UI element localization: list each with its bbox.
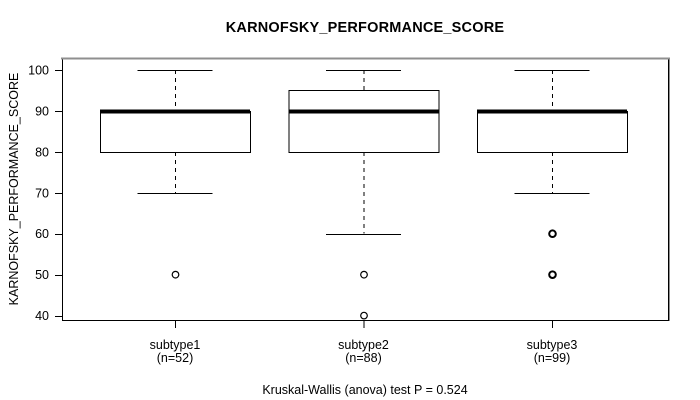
outlier-point	[548, 229, 557, 239]
outlier-point	[548, 270, 557, 279]
group-sublabel: (n=99)	[534, 351, 570, 365]
box	[100, 111, 251, 153]
y-tick-label: 60	[35, 227, 49, 241]
y-tick-label: 70	[35, 186, 49, 200]
group-sublabel: (n=88)	[345, 351, 381, 365]
y-tick-label: 40	[35, 309, 49, 323]
y-tick-label: 80	[35, 145, 49, 159]
group-sublabel: (n=52)	[157, 351, 193, 365]
y-tick-label: 50	[35, 268, 49, 282]
outlier-point	[360, 311, 368, 320]
y-tick-label: 90	[35, 104, 49, 118]
outlier-point	[360, 270, 368, 279]
box	[288, 90, 440, 153]
group-label: subtype1	[150, 338, 201, 352]
group-label: subtype2	[338, 338, 389, 352]
outlier-point	[171, 270, 180, 279]
group-label: subtype3	[527, 338, 578, 352]
y-tick-label: 100	[28, 64, 49, 78]
box	[477, 111, 628, 153]
stat-test-caption: Kruskal-Wallis (anova) test P = 0.524	[262, 383, 468, 397]
chart-title: KARNOFSKY_PERFORMANCE_SCORE	[225, 20, 505, 36]
